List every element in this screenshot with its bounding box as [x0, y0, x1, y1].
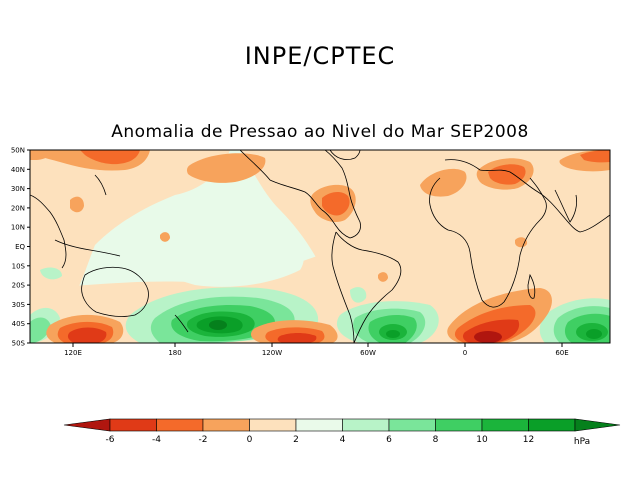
coast-africa: [429, 177, 547, 308]
lon-label: 60W: [360, 349, 376, 357]
colorbar-swatch: [528, 418, 576, 432]
lat-label: 40S: [12, 320, 26, 328]
neg-northwest-small: [30, 150, 55, 160]
pos-south-pacific-12: [209, 320, 227, 330]
lon-label: 60E: [555, 349, 568, 357]
colorbar-tick: 12: [523, 435, 534, 445]
lat-label: 50S: [12, 340, 26, 348]
neg-ne-corner-4: [580, 150, 610, 163]
lon-label: 0: [463, 349, 467, 357]
colorbar-tick: -4: [152, 435, 161, 445]
neg-gulf-mexico-4: [322, 192, 350, 216]
coast-indonesia: [54, 239, 121, 257]
colorbar-swatch: [481, 418, 529, 432]
colorbar-swatch: [295, 418, 343, 432]
colorbar-tick: -6: [106, 435, 115, 445]
colorbar: -6 -4 -2 0 2 4 6 8 10 12 hPa: [63, 418, 621, 447]
pacific-green-tongue: [145, 195, 304, 287]
lon-label: 180: [168, 349, 181, 357]
neg-south-africa-8: [474, 331, 502, 343]
coast-madagascar: [527, 273, 536, 299]
coast-new-zealand: [174, 314, 189, 333]
coast-north-america: [239, 150, 361, 239]
map-title: Anomalia de Pressao ao Nivel do Mar SEP2…: [111, 122, 529, 142]
lat-label: 50N: [11, 147, 25, 155]
lat-label: EQ: [15, 243, 25, 251]
coast-east-asia: [30, 194, 67, 269]
colorbar-tick: -2: [199, 435, 208, 445]
asia-tan-region: [30, 150, 230, 305]
colorbar-swatch-above: [574, 418, 621, 432]
coast-australia: [81, 266, 149, 317]
lat-label: 10N: [11, 224, 25, 232]
anomaly-field: [30, 150, 610, 343]
coast-greenland: [329, 150, 361, 160]
colorbar-unit: hPa: [574, 437, 590, 447]
lat-tick-marks: [27, 149, 30, 344]
colorbar-swatch: [388, 418, 436, 432]
lat-label: 10S: [12, 262, 26, 270]
lat-label: 30N: [11, 185, 25, 193]
pos-south-atlantic-10: [386, 330, 400, 338]
neg-south-america-patch: [378, 272, 388, 282]
agency-header: INPE/CPTEC: [244, 42, 396, 70]
colorbar-tick: 8: [433, 435, 439, 445]
pos-atlantic-south-patch: [350, 287, 367, 303]
pos-nw-patch: [40, 267, 62, 280]
lat-label: 40N: [11, 166, 25, 174]
lon-label: 120E: [64, 349, 82, 357]
neg-southwest-6: [67, 327, 107, 343]
colorbar-swatch-below: [63, 418, 111, 432]
colorbar-swatch: [202, 418, 250, 432]
coast-japan: [94, 174, 107, 196]
neg-mediterranean-4: [488, 164, 526, 185]
colorbar-swatch: [435, 418, 483, 432]
lat-axis: 50N 40N 30N 20N 10N EQ 10S 20S 30S 40S 5…: [11, 147, 30, 348]
neg-south-pacific-6: [277, 333, 317, 343]
lat-label: 30S: [12, 301, 26, 309]
colorbar-swatch: [109, 418, 157, 432]
colorbar-tick: 4: [340, 435, 346, 445]
neg-indian-patch: [515, 237, 528, 248]
neg-philippines: [70, 196, 84, 213]
lat-label: 20N: [11, 204, 25, 212]
colorbar-swatch: [249, 418, 297, 432]
pos-indian-ocean-10: [586, 329, 602, 339]
lat-label: 20S: [12, 282, 26, 290]
colorbar-tick: 6: [386, 435, 392, 445]
neg-sw-pacific-patch: [160, 232, 170, 242]
colorbar-swatch: [342, 418, 390, 432]
colorbar-tick: 10: [476, 435, 488, 445]
coast-india: [554, 189, 578, 223]
neg-north-pacific-west-4: [80, 150, 140, 165]
coastlines: [30, 150, 610, 343]
neg-north-pacific-mid: [186, 153, 266, 183]
lon-axis: 120E 180 120W 60W 0 60E: [64, 343, 569, 357]
pos-southwest-small-4: [30, 317, 51, 343]
lon-label: 120W: [262, 349, 282, 357]
lon-tick-marks: [72, 343, 563, 347]
colorbar-tick: 2: [293, 435, 299, 445]
coast-europe-asia: [444, 159, 610, 233]
colorbar-tick: 0: [247, 435, 253, 445]
colorbar-swatch: [156, 418, 204, 432]
coast-south-america: [331, 231, 402, 343]
